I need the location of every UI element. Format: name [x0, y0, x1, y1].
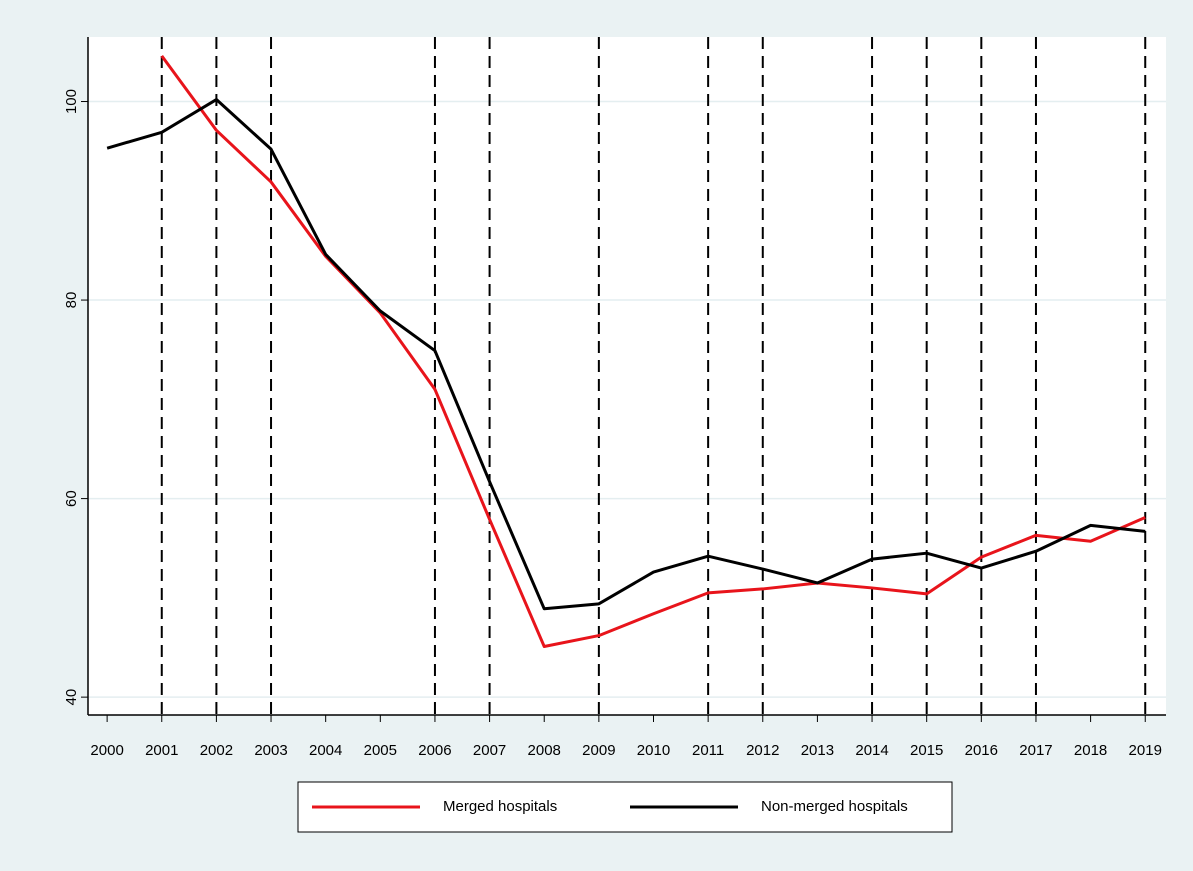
x-tick-label: 2006 — [418, 742, 451, 759]
x-tick-label: 2017 — [1019, 742, 1052, 759]
x-tick-label: 2015 — [910, 742, 943, 759]
series-line — [106, 98, 1146, 611]
axis-labels: 40 60 80 100 2000 2001 2002 2003 2004 2005 2006 200… — [63, 89, 1162, 759]
legend-label: Non-merged hospitals — [761, 798, 908, 815]
x-tick-label: 2012 — [746, 742, 779, 759]
x-tick-label: 2011 — [692, 742, 724, 759]
x-tick-label: 2016 — [965, 742, 998, 759]
y-tick-label: 100 — [63, 89, 80, 114]
x-tick-label: 2004 — [309, 742, 342, 759]
x-tick-label: 2000 — [90, 742, 123, 759]
x-tick-label: 2009 — [582, 742, 615, 759]
x-tick-label: 2019 — [1129, 742, 1162, 759]
x-tick-label: 2010 — [637, 742, 670, 759]
y-tick-label: 60 — [63, 490, 80, 507]
grid — [88, 100, 1166, 698]
y-tick-label: 40 — [63, 689, 80, 706]
x-tick-label: 2002 — [200, 742, 233, 759]
y-tick-label: 80 — [63, 292, 80, 309]
legend-items: Merged hospitals Non-merged hospitals — [312, 798, 908, 815]
x-tick-label: 2008 — [528, 742, 561, 759]
x-tick-label: 2007 — [473, 742, 506, 759]
plot-area — [88, 37, 1166, 715]
x-tick-label: 2001 — [145, 742, 178, 759]
lines — [106, 54, 1146, 649]
x-tick-label: 2013 — [801, 742, 834, 759]
x-tick-label: 2018 — [1074, 742, 1107, 759]
x-tick-label: 2014 — [855, 742, 888, 759]
x-tick-label: 2003 — [254, 742, 287, 759]
x-tick-label: 2005 — [364, 742, 397, 759]
legend-label: Merged hospitals — [443, 798, 557, 815]
